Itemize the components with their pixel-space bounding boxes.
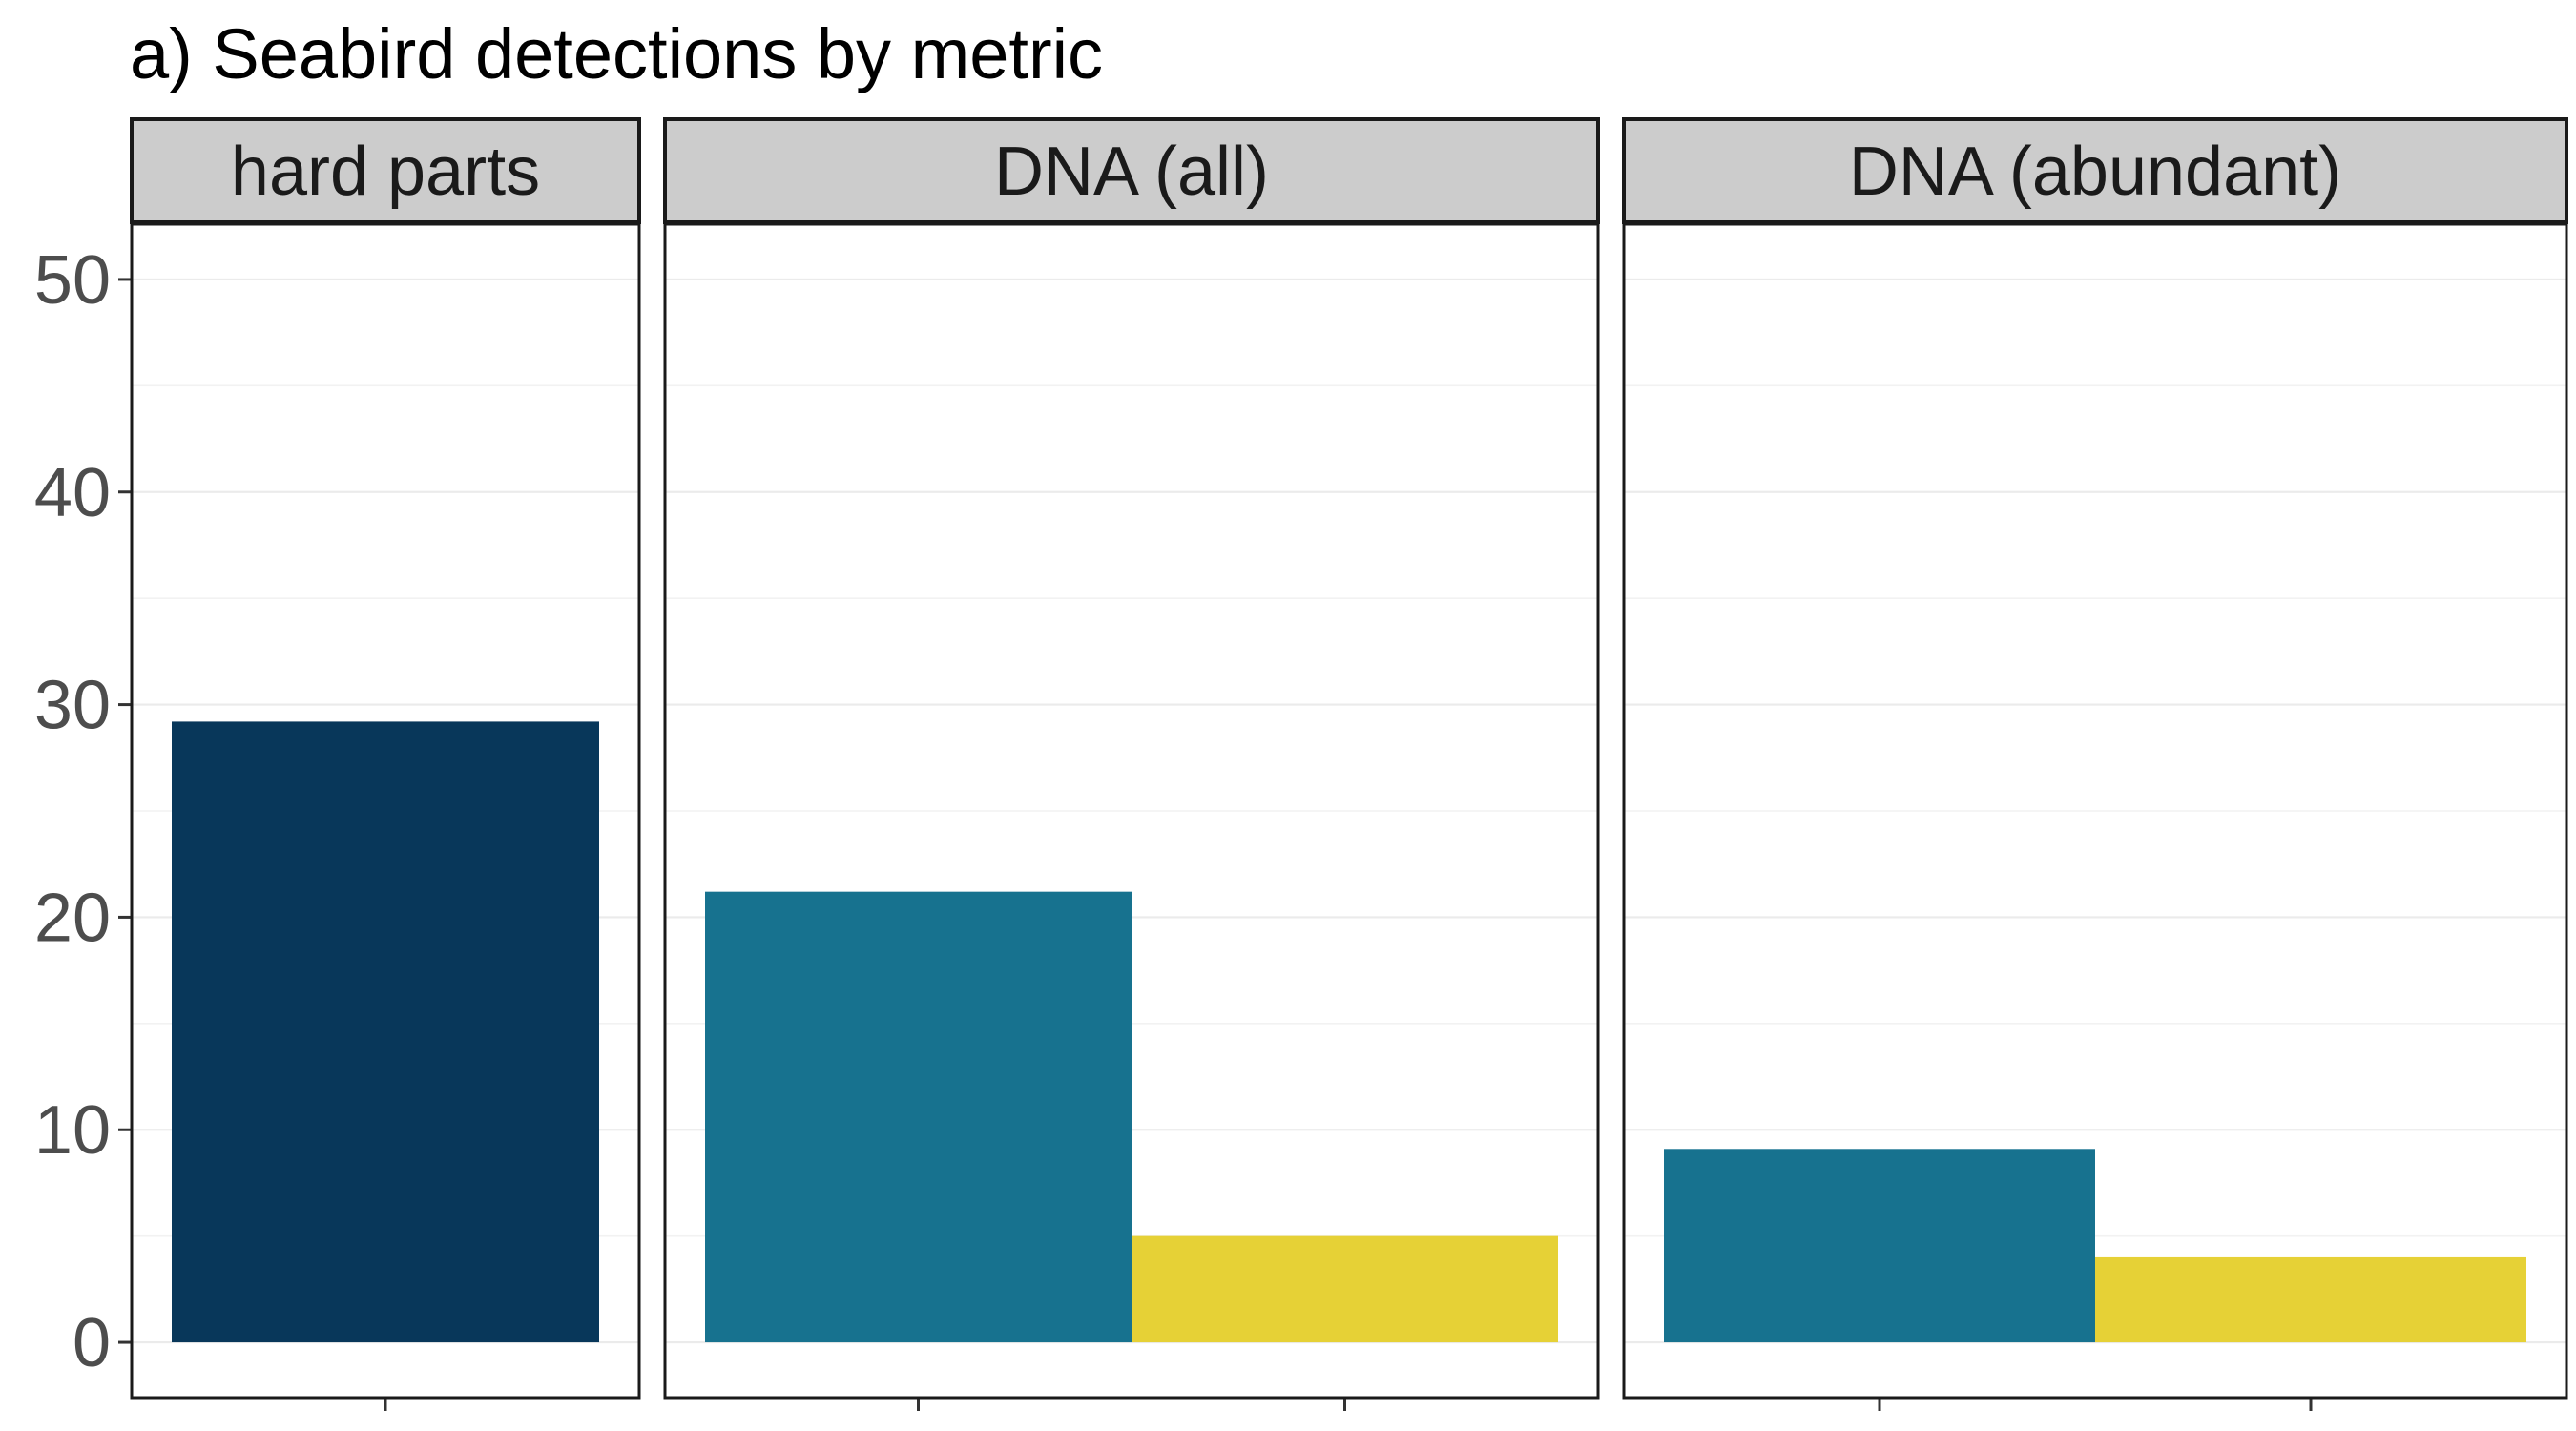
facet-strip [130, 117, 641, 224]
y-tick-label: 20 [34, 880, 111, 956]
facet-strip [1622, 117, 2568, 224]
facet-panel: DNA (all) [663, 117, 1600, 1411]
panel-border [130, 222, 641, 1400]
bar [2095, 1256, 2526, 1343]
facet-panels: hard parts DNA (all) DNA (abundant) [130, 117, 2568, 1411]
facet-panel: DNA (abundant) [1622, 117, 2568, 1411]
bar [705, 891, 1132, 1343]
panel-border [663, 222, 1600, 1400]
facet-strip [663, 117, 1600, 224]
y-tick-label: 10 [34, 1092, 111, 1169]
bar [1664, 1149, 2095, 1343]
y-axis: 0 10 20 30 40 50 [34, 242, 132, 1381]
y-tick-label: 40 [34, 455, 111, 531]
y-tick-label: 0 [73, 1305, 111, 1381]
panel-border [1622, 222, 2568, 1400]
facet-strip-label: DNA (all) [994, 134, 1269, 210]
bar [172, 721, 599, 1343]
facet-strip-label: hard parts [231, 134, 540, 210]
facet-panel: hard parts [130, 117, 641, 1411]
bar [1132, 1235, 1558, 1343]
y-tick-label: 30 [34, 668, 111, 744]
y-tick-label: 50 [34, 242, 111, 319]
facet-strip-label: DNA (abundant) [1849, 134, 2341, 210]
chart-title: a) Seabird detections by metric [130, 14, 1103, 93]
